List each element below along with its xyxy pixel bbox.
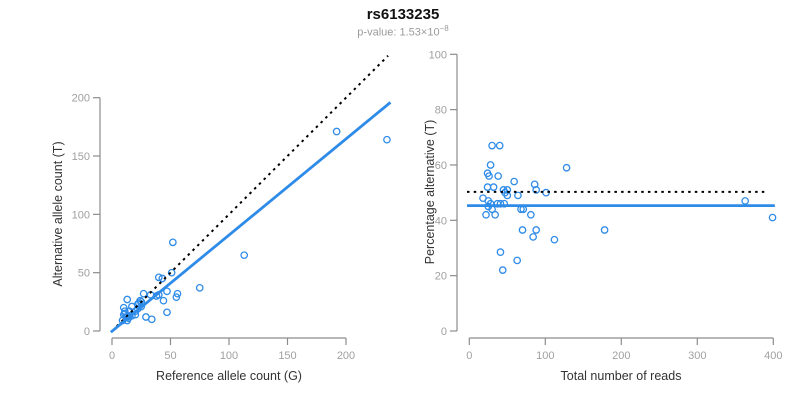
y-axis-tick-label: 200 xyxy=(72,93,90,105)
y-axis-tick-label: 100 xyxy=(72,209,90,221)
x-axis-tick-label: 0 xyxy=(109,350,115,362)
right-plot-x-axis-title: Total number of reads xyxy=(560,369,682,383)
data-point xyxy=(172,293,181,302)
data-point xyxy=(529,233,537,241)
data-point xyxy=(600,226,609,234)
y-axis-tick-label: 60 xyxy=(435,160,447,172)
data-point xyxy=(137,297,146,306)
figure-subtitle: p-value: 1.53×10−8 xyxy=(357,24,448,39)
data-point xyxy=(562,163,571,172)
y-axis-tick-label: 0 xyxy=(441,326,447,338)
data-point xyxy=(383,135,391,144)
data-point xyxy=(550,235,559,244)
left-plot-y-axis-title: Alternative allele count (T) xyxy=(51,141,65,287)
x-axis-tick-label: 150 xyxy=(278,350,296,362)
data-point xyxy=(513,256,522,265)
data-point xyxy=(332,127,341,136)
data-point xyxy=(741,197,750,205)
right-scatter-plot: 0 20 40 60 80 100 0 100 200 300 400 xyxy=(429,49,783,362)
data-point xyxy=(139,289,148,298)
p-value-text: p-value: 1.53×10 xyxy=(357,26,440,39)
x-axis-tick-label: 200 xyxy=(612,350,630,362)
data-point xyxy=(485,172,493,180)
x-axis-tick-label: 100 xyxy=(536,350,554,362)
data-point xyxy=(498,266,507,274)
data-point xyxy=(532,186,541,194)
data-point xyxy=(495,141,504,150)
y-axis-tick-label: 40 xyxy=(435,215,447,227)
x-axis-tick-label: 100 xyxy=(220,350,238,362)
data-point xyxy=(518,226,527,234)
data-point xyxy=(154,273,163,282)
left-scatter-plot: 0 50 100 150 200 0 50 100 150 200 xyxy=(72,54,392,362)
data-point xyxy=(240,251,249,260)
y-axis-tick-label: 80 xyxy=(435,105,447,117)
right-plot-y-axis-title: Percentage alternative (T) xyxy=(423,119,437,265)
y-axis-tick-label: 100 xyxy=(429,49,447,61)
data-point xyxy=(173,289,182,298)
left-plot-x-axis-title: Reference allele count (G) xyxy=(156,369,302,383)
data-point xyxy=(159,296,168,305)
y-axis-tick-label: 20 xyxy=(435,271,447,283)
data-point xyxy=(482,210,490,219)
figure-title: rs6133235 xyxy=(366,6,440,23)
data-point xyxy=(489,183,498,191)
data-point xyxy=(514,191,522,200)
data-point xyxy=(496,248,505,256)
data-point xyxy=(488,141,496,150)
p-value-exponent: −8 xyxy=(439,24,449,33)
data-point xyxy=(532,226,541,234)
data-point xyxy=(163,287,171,296)
data-point xyxy=(527,210,535,219)
y-axis-tick-label: 50 xyxy=(78,268,90,280)
data-point xyxy=(195,283,204,292)
data-point xyxy=(486,161,495,169)
y-axis-tick-label: 150 xyxy=(72,151,90,163)
regression-line xyxy=(109,101,392,334)
data-point xyxy=(491,210,499,219)
data-point xyxy=(123,295,132,304)
x-axis-tick-label: 50 xyxy=(164,350,176,362)
x-axis-tick-label: 300 xyxy=(688,350,706,362)
data-point xyxy=(167,268,176,277)
x-axis-tick-label: 400 xyxy=(764,350,782,362)
identity-line xyxy=(115,54,389,328)
data-point xyxy=(510,177,518,186)
data-point xyxy=(163,308,171,317)
data-point xyxy=(768,213,777,222)
data-point xyxy=(147,315,156,324)
data-point xyxy=(137,302,146,311)
y-axis-tick-label: 0 xyxy=(84,326,90,338)
data-point xyxy=(168,238,177,247)
data-point xyxy=(494,172,503,180)
x-axis-tick-label: 0 xyxy=(466,350,472,362)
x-axis-tick-label: 200 xyxy=(337,350,355,362)
